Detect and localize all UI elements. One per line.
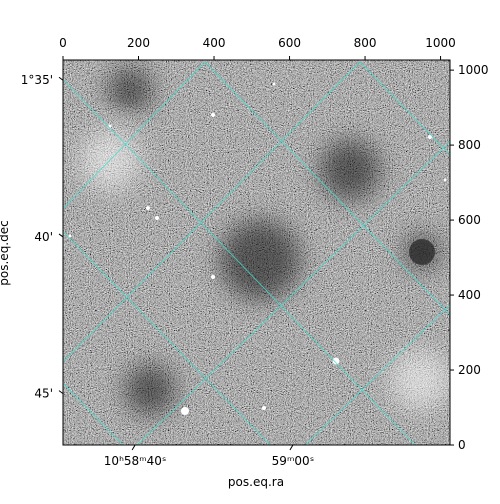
x-tick-label: 600 xyxy=(278,36,301,50)
y2-tick-label: 200 xyxy=(458,363,481,377)
dec-tick-label: 40' xyxy=(34,230,53,244)
y2-tick-label: 400 xyxy=(458,288,481,302)
y2-tick-label: 800 xyxy=(458,138,481,152)
dec-tick-label: 1°35' xyxy=(21,73,53,87)
ra-tick xyxy=(131,444,136,451)
dec-tick-label: 45' xyxy=(34,387,53,401)
y-axis-label: pos.eq.dec xyxy=(0,220,11,285)
dec-tick xyxy=(58,390,64,395)
axes-frame xyxy=(62,59,451,446)
ra-tick xyxy=(289,444,294,451)
x-tick-label: 1000 xyxy=(425,36,456,50)
image xyxy=(63,60,450,445)
y2-tick-label: 0 xyxy=(458,438,466,452)
x-tick-label: 400 xyxy=(203,36,226,50)
x-tick-label: 200 xyxy=(127,36,150,50)
ra-tick-label: 59ᵐ00ˢ xyxy=(272,454,315,468)
coordinate-grid xyxy=(63,61,450,445)
y2-tick-label: 600 xyxy=(458,213,481,227)
ra-tick-label: 10ʰ58ᵐ40ˢ xyxy=(104,454,167,468)
x-tick-label: 0 xyxy=(59,36,67,50)
x-tick-label: 800 xyxy=(354,36,377,50)
y2-tick-label: 1000 xyxy=(458,63,489,77)
x-axis-label: pos.eq.ra xyxy=(228,475,284,489)
dec-tick xyxy=(58,233,64,238)
dec-tick xyxy=(58,76,64,81)
